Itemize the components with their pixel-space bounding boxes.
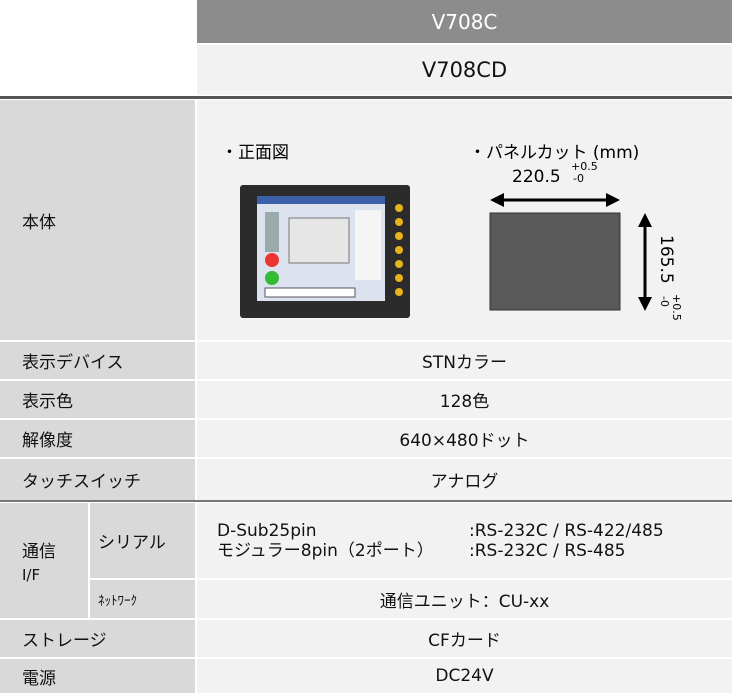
row-label: 表示デバイス xyxy=(0,342,195,379)
panel-cut-shape xyxy=(489,212,621,311)
serial-value: D-Sub25pin :RS-232C / RS-422/485 モジュラー8pi… xyxy=(197,503,732,578)
spec: :RS-232C / RS-422/485 xyxy=(469,520,664,541)
comm-label: 通信 I/F xyxy=(0,503,88,618)
separator xyxy=(0,500,732,502)
row-value: 128色 xyxy=(197,381,732,418)
height-dim: 165.5 xyxy=(656,235,676,284)
row-value: 640×480ドット xyxy=(197,420,732,457)
height-tol-minus: -0 xyxy=(658,296,671,307)
row-label: 本体 xyxy=(0,100,195,340)
comm-label-line: I/F xyxy=(22,566,41,584)
front-view-label: ・正面図 xyxy=(221,143,289,163)
row-label: 表示色 xyxy=(0,381,195,418)
row-label: 電源 xyxy=(0,659,195,693)
panel-cut-label: ・パネルカット (mm) xyxy=(469,143,639,163)
arrows xyxy=(490,193,652,311)
row-value: STNカラー xyxy=(197,342,732,379)
device-image xyxy=(240,185,410,318)
figures: ・正面図 ・パネルカット (mm) 220.5 +0.5 -0 xyxy=(221,143,683,321)
spec: :RS-232C / RS-485 xyxy=(469,540,626,561)
port: D-Sub25pin xyxy=(217,520,317,541)
height-tol-plus: +0.5 xyxy=(670,294,683,321)
row-label: ストレージ xyxy=(0,620,195,657)
separator xyxy=(0,96,732,99)
serial-line: D-Sub25pin :RS-232C / RS-422/485 xyxy=(217,521,712,541)
row-value: アナログ xyxy=(197,459,732,500)
port: モジュラー8pin（2ポート） xyxy=(217,540,434,561)
variant-header: V708CD xyxy=(197,45,732,95)
width-dim: 220.5 xyxy=(512,167,561,187)
row-label: 解像度 xyxy=(0,420,195,457)
serial-label: シリアル xyxy=(90,503,195,578)
row-value: CFカード xyxy=(197,620,732,657)
comm-label-line: 通信 xyxy=(22,542,56,562)
row-label: タッチスイッチ xyxy=(0,459,195,500)
body-content: ・正面図 ・パネルカット (mm) 220.5 +0.5 -0 xyxy=(197,100,732,340)
network-label: ﾈｯﾄﾜｰｸ xyxy=(90,580,195,618)
width-tol-plus: +0.5 xyxy=(571,160,598,173)
model-header: V708C xyxy=(197,0,732,43)
serial-line: モジュラー8pin（2ポート） :RS-232C / RS-485 xyxy=(217,541,712,561)
network-value: 通信ユニット：CU-xx xyxy=(197,580,732,618)
width-tol-minus: -0 xyxy=(573,172,584,185)
row-value: DC24V xyxy=(197,659,732,693)
